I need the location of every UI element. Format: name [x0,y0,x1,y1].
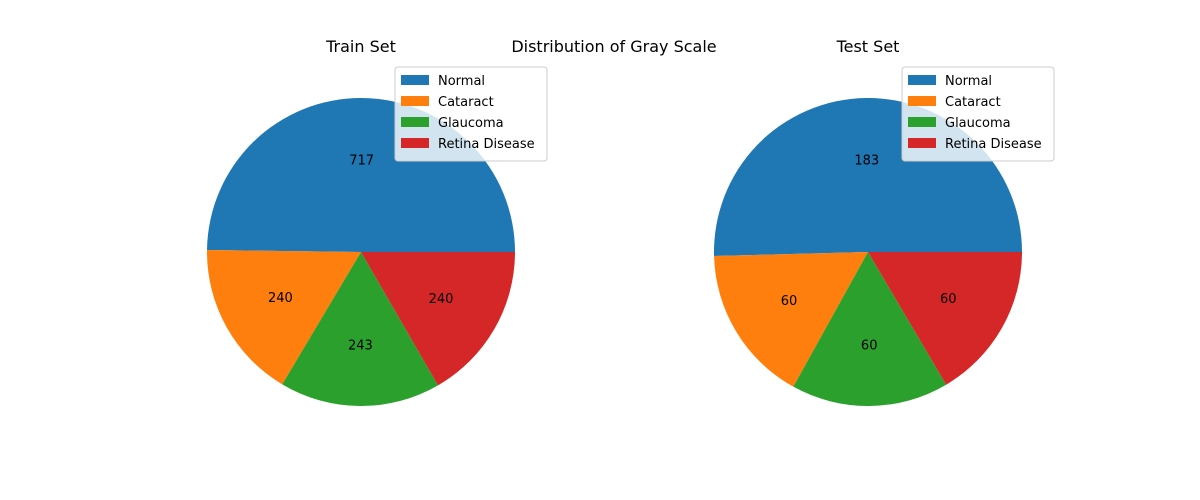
test-set-legend-label-cataract: Cataract [945,95,1001,110]
train-set-title: Train Set [325,37,396,56]
test-set-slice-glaucoma [793,252,947,406]
test-set-label-retina-disease: 60 [940,292,957,307]
train-set-slice-retina-disease [361,252,515,386]
test-set-legend: Normal Cataract Glaucoma Retina Disease [901,66,1055,162]
train-set-legend-label-normal: Normal [438,74,485,89]
train-set-legend-frame [394,66,548,162]
train-set-label-cataract: 240 [268,291,293,306]
train-set-label-normal: 717 [349,154,374,169]
train-set-legend-swatch-glaucoma [401,117,429,127]
train-set-slice-cataract [207,249,361,385]
test-set-slice-retina-disease [868,252,1022,385]
test-set-legend-swatch-glaucoma [908,117,936,127]
train-set-legend-swatch-normal [401,75,429,85]
test-set-legend-swatch-retina-disease [908,138,936,148]
test-set-label-glaucoma: 60 [861,338,878,353]
test-set-label-cataract: 60 [781,294,798,309]
test-set-legend-label-normal: Normal [945,74,992,89]
figure-title: Distribution of Gray Scale [511,37,716,56]
train-set-legend: Normal Cataract Glaucoma Retina Disease [394,66,548,162]
train-set-slice-glaucoma [282,252,438,407]
train-set-slice-labels: 717 240 243 240 [268,154,453,354]
train-set-label-retina-disease: 240 [429,292,454,307]
train-set-label-glaucoma: 243 [348,338,373,353]
train-set-legend-label-retina-disease: Retina Disease [438,137,535,152]
train-set-legend-swatch-retina-disease [401,138,429,148]
test-set-legend-swatch-cataract [908,96,936,106]
train-set-legend-label-cataract: Cataract [438,95,494,110]
train-set-legend-label-glaucoma: Glaucoma [438,116,504,131]
test-set-pie-chart: Test Set 183 60 60 60 Normal Cataract Glaucom… [713,37,1055,406]
train-set-pie-chart: Train Set 717 240 243 240 Normal Cataract Gla… [207,37,548,407]
test-set-legend-frame [901,66,1055,162]
test-set-legend-swatch-normal [908,75,936,85]
test-set-label-normal: 183 [854,154,879,169]
test-set-title: Test Set [836,37,900,56]
test-set-slice-cataract [714,252,868,387]
test-set-legend-label-retina-disease: Retina Disease [945,137,1042,152]
test-set-slice-labels: 183 60 60 60 [781,154,957,354]
train-set-legend-swatch-cataract [401,96,429,106]
test-set-legend-label-glaucoma: Glaucoma [945,116,1011,131]
